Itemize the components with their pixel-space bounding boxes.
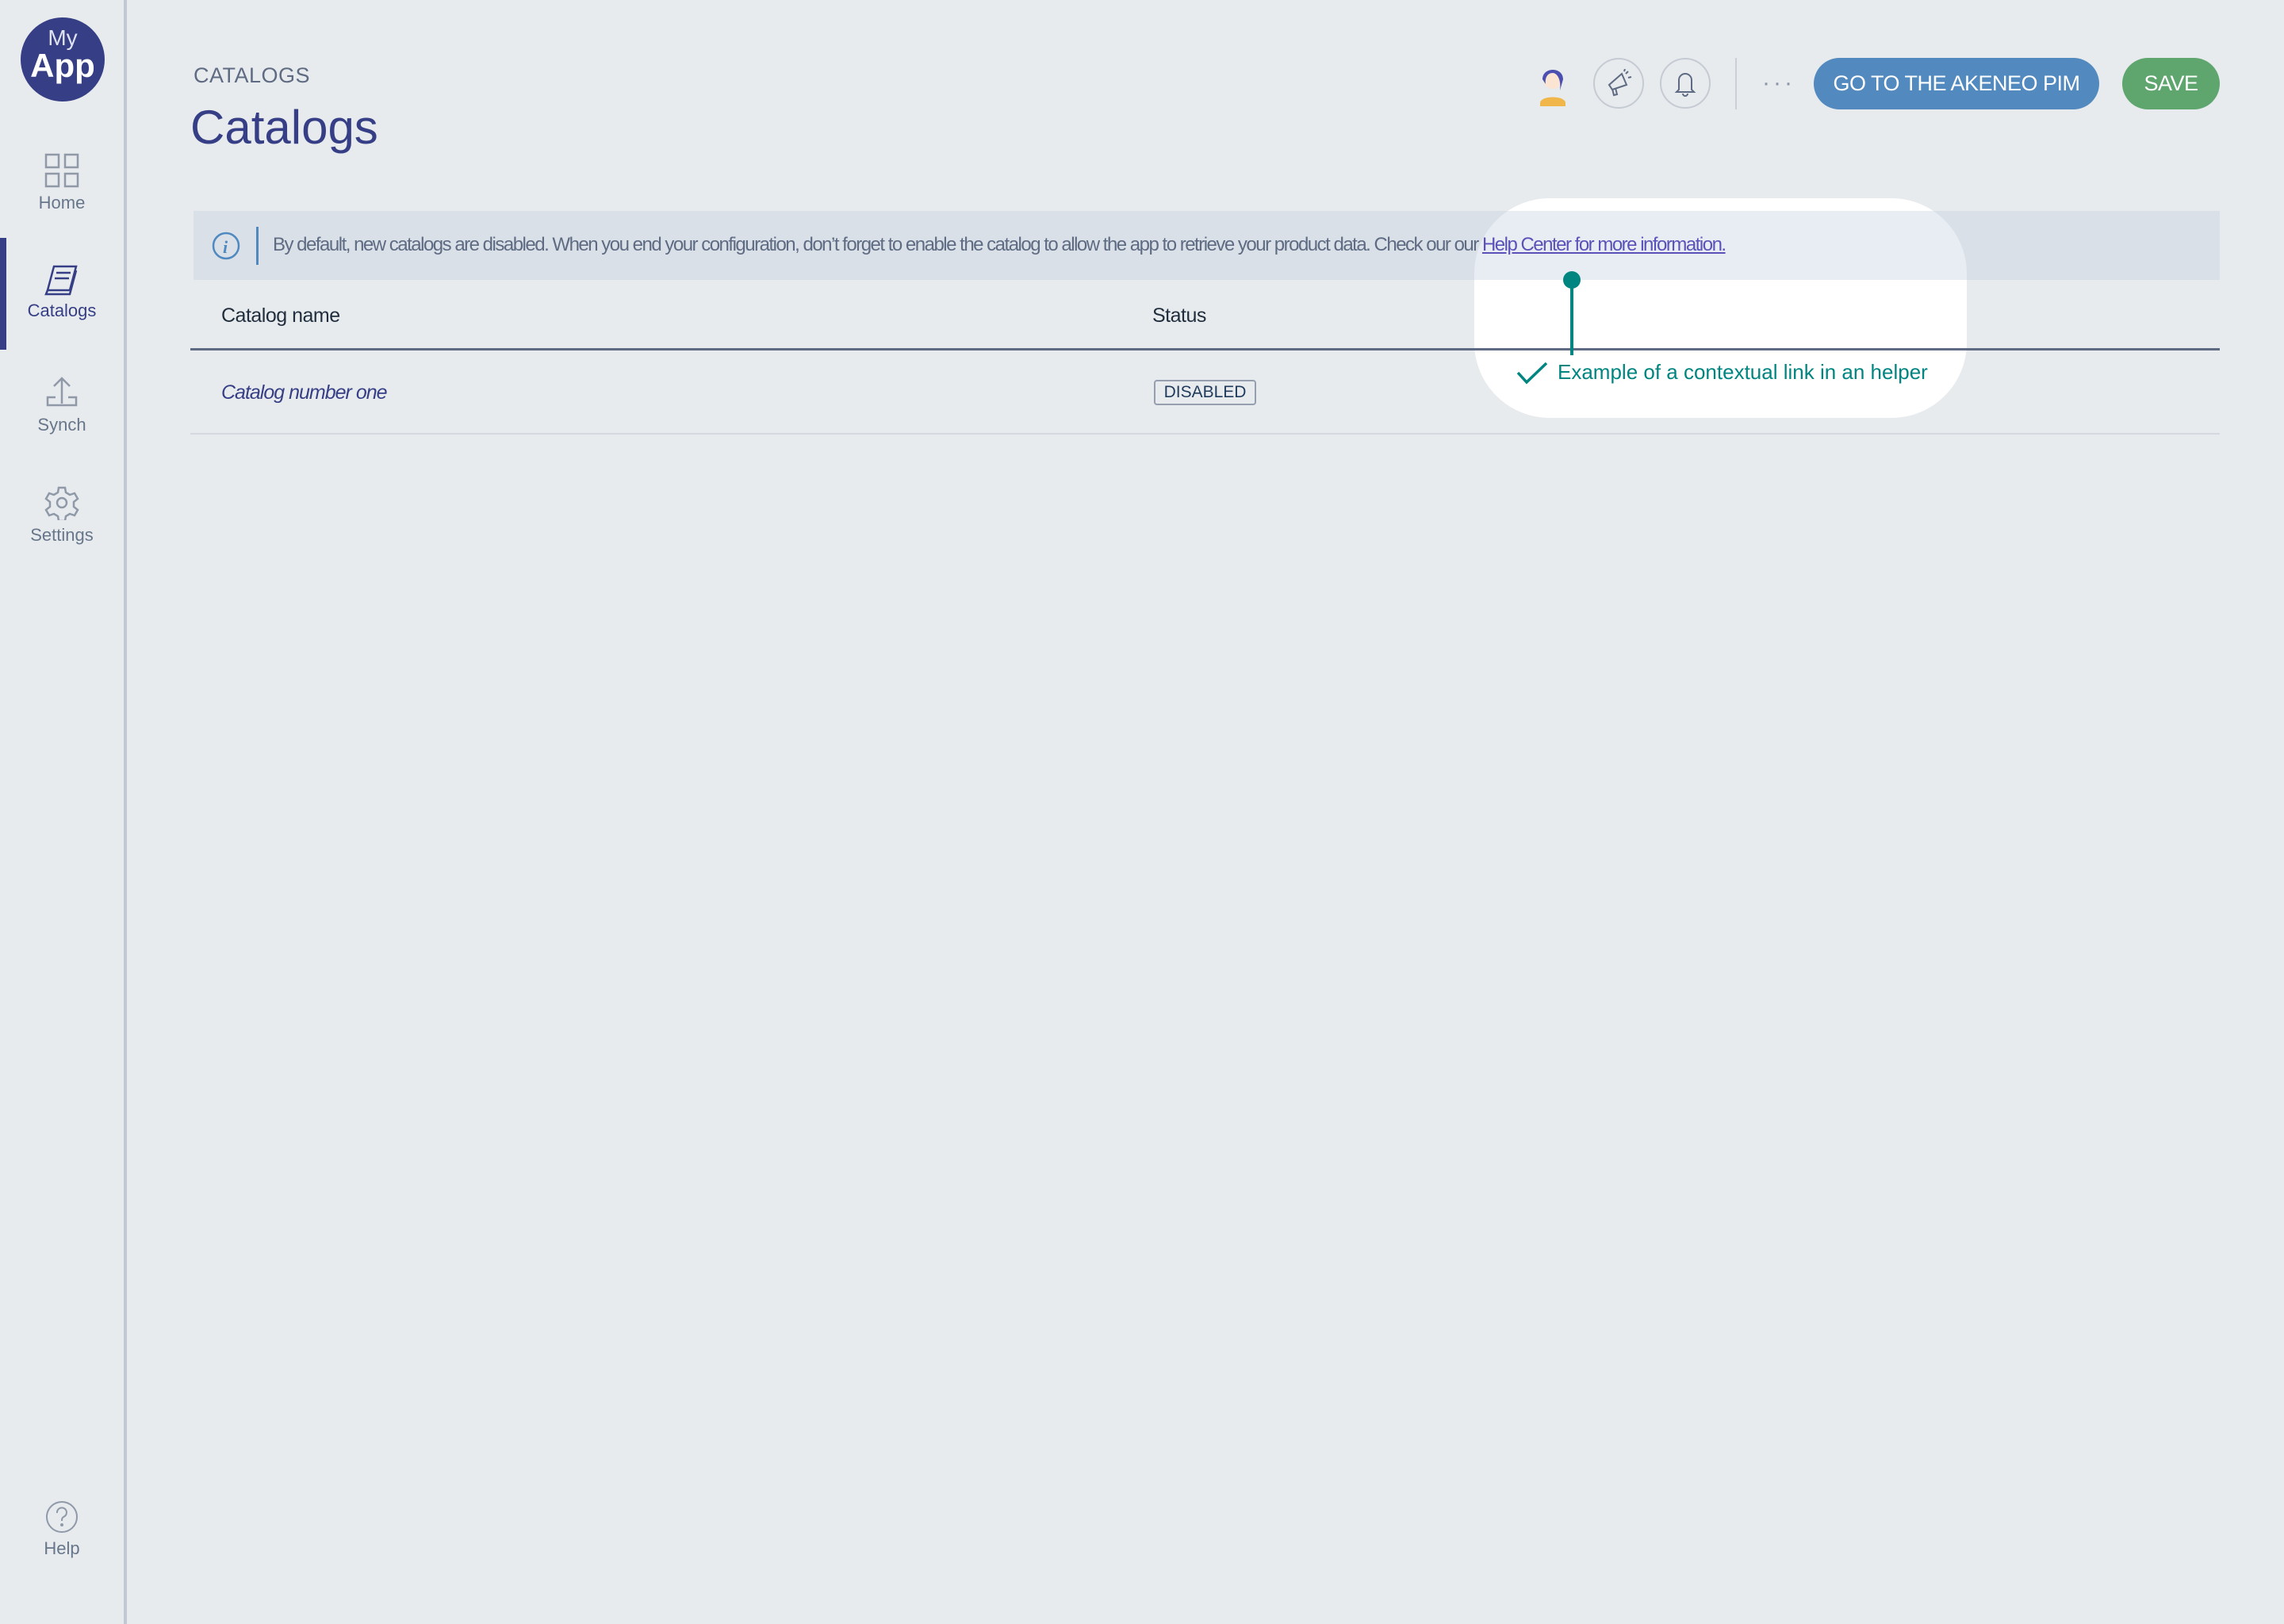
more-options-button[interactable]: ··· xyxy=(1762,70,1795,96)
column-header-status[interactable]: Status xyxy=(1152,304,1206,327)
sidebar-item-label: Catalogs xyxy=(27,301,97,320)
breadcrumb[interactable]: CATALOGS xyxy=(194,63,311,87)
page-title: Catalogs xyxy=(190,101,378,154)
sidebar-item-label: Synch xyxy=(37,415,86,435)
upload-icon xyxy=(46,377,78,407)
info-divider xyxy=(256,227,259,265)
sidebar-item-label: Home xyxy=(38,193,86,213)
annotation-label: Example of a contextual link in an helpe… xyxy=(1516,360,1928,385)
table-row-divider xyxy=(190,433,2220,435)
catalog-name-cell[interactable]: Catalog number one xyxy=(221,381,388,404)
notifications-button[interactable] xyxy=(1660,58,1711,109)
svg-text:i: i xyxy=(223,237,228,257)
info-icon: i xyxy=(212,232,240,260)
help-center-link[interactable]: Help Center for more information. xyxy=(1481,234,1726,255)
user-avatar[interactable] xyxy=(1535,62,1570,112)
megaphone-icon xyxy=(1608,69,1632,97)
header-divider xyxy=(1735,58,1737,109)
go-to-akeneo-pim-button[interactable]: GO TO THE AKENEO PIM xyxy=(1814,58,2099,109)
sidebar-item-synch[interactable]: Synch xyxy=(0,375,124,435)
annotation-highlight xyxy=(1474,198,1967,418)
bell-icon xyxy=(1674,73,1696,97)
table-header-divider xyxy=(190,348,2220,350)
logo-line2: App xyxy=(30,47,95,84)
app-logo[interactable]: My App xyxy=(21,17,105,102)
question-circle-icon xyxy=(46,1501,78,1533)
annotation-text: Example of a contextual link in an helpe… xyxy=(1558,360,1928,384)
sidebar: My App Home Catalogs Synch Settings Help xyxy=(0,0,127,1624)
grid-icon xyxy=(44,153,79,188)
save-button[interactable]: SAVE xyxy=(2122,58,2220,109)
announcements-button[interactable] xyxy=(1593,58,1644,109)
sidebar-item-catalogs[interactable]: Catalogs xyxy=(0,264,124,321)
annotation-pin-line xyxy=(1570,278,1573,355)
annotation-pin-dot xyxy=(1563,271,1581,289)
info-message: By default, new catalogs are disabled. W… xyxy=(273,234,1482,255)
active-indicator xyxy=(0,238,6,350)
sidebar-item-label: Help xyxy=(44,1538,80,1558)
column-header-catalog-name[interactable]: Catalog name xyxy=(221,304,340,327)
info-helper: i By default, new catalogs are disabled.… xyxy=(194,211,2220,280)
checkmark-icon xyxy=(1516,362,1548,385)
gear-icon xyxy=(44,486,79,520)
sidebar-item-settings[interactable]: Settings xyxy=(0,485,124,546)
sidebar-item-label: Settings xyxy=(30,525,94,545)
status-badge: DISABLED xyxy=(1154,380,1256,405)
sidebar-item-help[interactable]: Help xyxy=(0,1500,124,1559)
logo-line1: My xyxy=(48,25,78,50)
sidebar-item-home[interactable]: Home xyxy=(0,153,124,213)
catalog-book-icon xyxy=(44,265,78,296)
info-text: By default, new catalogs are disabled. W… xyxy=(273,234,1726,256)
